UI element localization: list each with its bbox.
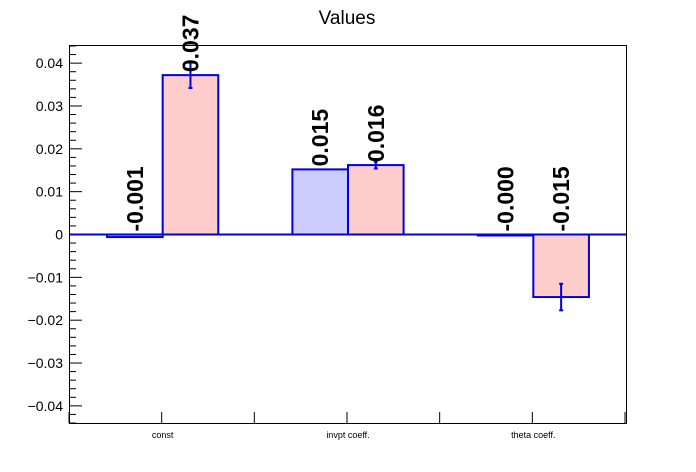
y-tick-label: −0.03 (28, 355, 64, 371)
bar-value-label: -0.015 (548, 166, 574, 231)
bar-labels: -0.001 0.015 -0.000 0.037 0.016 -0.015 (122, 15, 574, 232)
bar-value-label: -0.001 (122, 166, 148, 231)
bar (347, 164, 405, 236)
bar-value-label: 0.037 (177, 15, 203, 73)
bar-value-label: 0.015 (307, 109, 333, 167)
chart-title: Values (319, 8, 376, 29)
y-axis: −0.04 −0.03 −0.02 −0.01 0 0.01 0.02 0.03 0.04 (28, 45, 82, 424)
y-tick-label: −0.01 (28, 269, 64, 285)
x-category-label: theta coeff. (511, 430, 555, 440)
bar-value-label: 0.016 (363, 105, 389, 163)
x-axis: const invpt coeff. theta coeff. (68, 412, 626, 440)
y-tick-label: 0.04 (36, 55, 63, 71)
x-category-label: invpt coeff. (326, 430, 369, 440)
y-tick-label: −0.04 (28, 398, 64, 414)
x-category-label: const (152, 430, 174, 440)
bar (291, 168, 349, 236)
bar (161, 74, 220, 236)
plot-frame (69, 45, 627, 424)
y-tick-label: 0 (55, 227, 63, 243)
bar-value-label: -0.000 (493, 166, 519, 231)
y-tick-label: −0.02 (28, 312, 64, 328)
y-tick-label: 0.01 (36, 184, 63, 200)
y-tick-label: 0.02 (36, 141, 63, 157)
y-tick-label: 0.03 (36, 98, 63, 114)
